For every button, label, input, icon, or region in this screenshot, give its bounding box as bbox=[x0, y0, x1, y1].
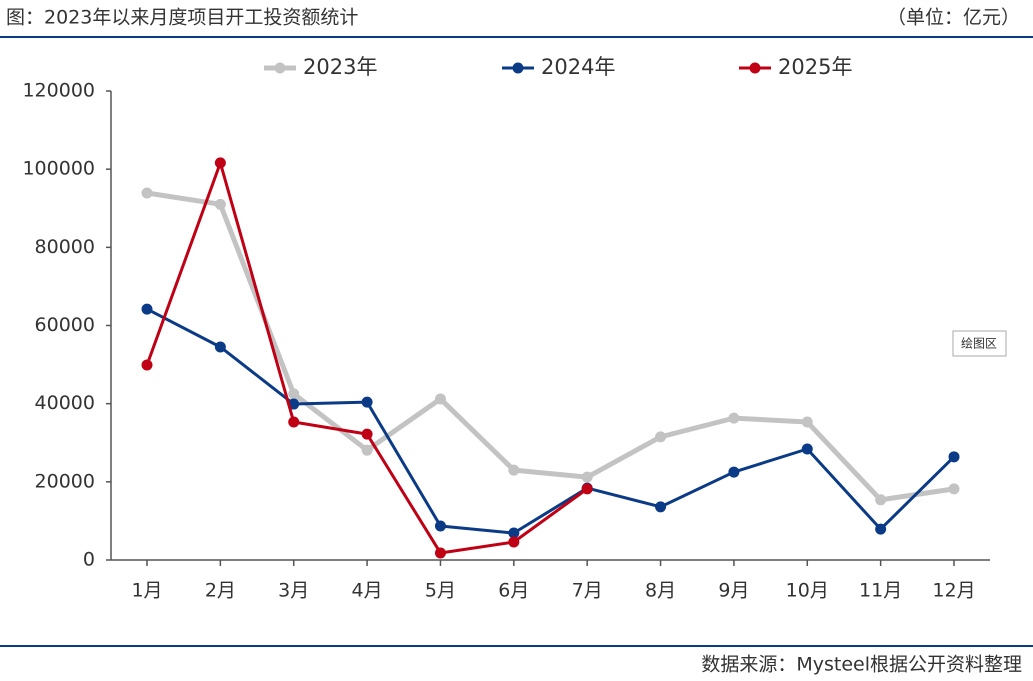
series-marker bbox=[655, 431, 667, 443]
series-marker bbox=[141, 303, 153, 315]
series-marker bbox=[288, 398, 300, 410]
series-marker bbox=[581, 483, 593, 495]
chart-title: 图：2023年以来月度项目开工投资额统计 bbox=[6, 7, 358, 29]
series-marker bbox=[728, 412, 740, 424]
series-marker bbox=[214, 198, 226, 210]
legend-marker bbox=[274, 62, 286, 74]
x-tick-label: 6月 bbox=[498, 580, 529, 602]
series-marker bbox=[508, 527, 520, 539]
y-tick-label: 40000 bbox=[35, 392, 95, 414]
y-tick-label: 60000 bbox=[35, 314, 95, 336]
x-tick-label: 5月 bbox=[425, 580, 456, 602]
x-tick-label: 8月 bbox=[645, 580, 676, 602]
legend-marker bbox=[512, 62, 524, 74]
x-tick-label: 4月 bbox=[352, 580, 383, 602]
x-tick-label: 9月 bbox=[718, 580, 749, 602]
series-marker bbox=[288, 388, 300, 400]
annotation: 绘图区 bbox=[961, 336, 997, 351]
series-marker bbox=[434, 547, 446, 559]
series-marker bbox=[214, 157, 226, 169]
series-marker bbox=[875, 523, 887, 535]
legend-marker bbox=[749, 62, 761, 74]
series-marker bbox=[801, 416, 813, 428]
series-marker bbox=[508, 464, 520, 476]
x-tick-label: 11月 bbox=[859, 580, 902, 602]
series-marker bbox=[361, 396, 373, 408]
series-marker bbox=[728, 466, 740, 478]
series-marker bbox=[801, 443, 813, 455]
series-line bbox=[146, 190, 955, 503]
series-marker bbox=[581, 471, 593, 483]
x-tick-label: 2月 bbox=[205, 580, 236, 602]
series-marker bbox=[214, 341, 226, 353]
x-tick-label: 1月 bbox=[131, 580, 162, 602]
series-marker bbox=[141, 359, 153, 371]
y-tick-label: 20000 bbox=[35, 470, 95, 492]
x-tick-label: 3月 bbox=[278, 580, 309, 602]
legend-label: 2025年 bbox=[778, 55, 852, 79]
y-tick-label: 120000 bbox=[22, 80, 95, 102]
series-marker bbox=[508, 536, 520, 548]
series-marker bbox=[288, 416, 300, 428]
series-line bbox=[146, 307, 956, 535]
source-note: 数据来源：Mysteel根据公开资料整理 bbox=[701, 654, 1022, 676]
series-marker bbox=[361, 444, 373, 456]
y-tick-label: 100000 bbox=[22, 158, 95, 180]
x-tick-label: 7月 bbox=[572, 580, 603, 602]
series-marker bbox=[948, 483, 960, 495]
series-marker bbox=[655, 501, 667, 513]
x-tick-label: 12月 bbox=[932, 580, 975, 602]
series-line bbox=[145, 161, 589, 555]
series-marker bbox=[141, 187, 153, 199]
series-marker bbox=[875, 494, 887, 506]
series-marker bbox=[361, 428, 373, 440]
series-marker bbox=[948, 451, 960, 463]
y-tick-label: 0 bbox=[83, 549, 95, 571]
series-marker bbox=[434, 520, 446, 532]
legend-label: 2023年 bbox=[303, 55, 377, 79]
series-marker bbox=[434, 393, 446, 405]
unit-label: （单位：亿元） bbox=[887, 7, 1020, 29]
x-tick-label: 10月 bbox=[786, 580, 829, 602]
y-tick-label: 80000 bbox=[35, 236, 95, 258]
annotation-box bbox=[952, 330, 1007, 357]
legend-label: 2024年 bbox=[541, 55, 615, 79]
